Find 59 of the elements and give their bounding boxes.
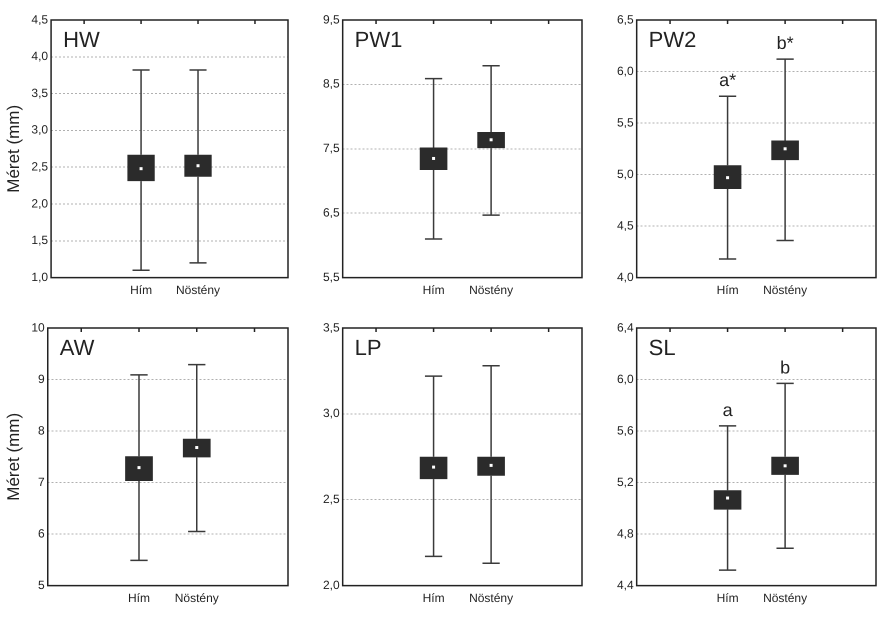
x-tick-label: Hím bbox=[716, 283, 739, 298]
y-tick-label: 4,4 bbox=[616, 578, 634, 592]
y-tick-label: 2,0 bbox=[322, 578, 340, 592]
annotation: b bbox=[780, 357, 790, 378]
y-tick-label: 5,5 bbox=[322, 270, 340, 284]
chart-title: AW bbox=[60, 335, 95, 360]
y-tick-label: 3,0 bbox=[31, 122, 48, 137]
y-tick-label: 6,0 bbox=[616, 372, 634, 386]
y-tick-label: 10 bbox=[31, 320, 46, 334]
y-tick-label: 1,5 bbox=[31, 233, 48, 248]
y-tick-label: 4,5 bbox=[31, 12, 48, 26]
x-tick-label: Hím bbox=[716, 591, 739, 606]
y-tick-label: 6,5 bbox=[616, 12, 634, 26]
y-tick-label: 4,0 bbox=[31, 49, 48, 64]
chart-title: HW bbox=[63, 27, 100, 52]
chart-title: SL bbox=[648, 335, 676, 360]
y-tick-label: 5,2 bbox=[616, 474, 634, 489]
chart-title: PW2 bbox=[648, 27, 696, 52]
y-tick-label: 4,0 bbox=[616, 270, 634, 284]
x-tick-label: Nöstény bbox=[176, 283, 220, 298]
annotation: a* bbox=[719, 70, 736, 90]
y-tick-label: 7 bbox=[38, 474, 46, 489]
y-tick-label: 8 bbox=[38, 423, 46, 438]
y-tick-label: 6,5 bbox=[322, 206, 340, 220]
x-tick-label: Hím bbox=[128, 591, 150, 606]
chart-title: LP bbox=[354, 335, 382, 360]
annotation: a bbox=[722, 400, 734, 420]
y-tick-label: 4,8 bbox=[616, 526, 634, 540]
y-tick-label: 1,0 bbox=[31, 270, 48, 284]
y-tick-label: 5,5 bbox=[616, 115, 634, 130]
x-tick-label: Nöstény bbox=[469, 283, 514, 298]
x-tick-label: Nöstény bbox=[763, 591, 808, 606]
y-tick-label: 3,0 bbox=[322, 406, 340, 420]
y-tick-label: 2,0 bbox=[31, 196, 48, 210]
y-tick-label: 8,5 bbox=[322, 76, 340, 91]
x-tick-label: Hím bbox=[130, 283, 152, 298]
y-tick-label: 9,5 bbox=[322, 12, 340, 26]
y-tick-label: 3,5 bbox=[322, 320, 340, 334]
y-axis-title: Méret (mm) bbox=[4, 104, 23, 193]
y-tick-label: 5,0 bbox=[616, 166, 634, 181]
y-tick-label: 4,5 bbox=[616, 218, 634, 232]
y-axis-title: Méret (mm) bbox=[4, 412, 23, 501]
y-tick-label: 6,4 bbox=[616, 320, 634, 334]
x-tick-label: Nöstény bbox=[174, 591, 219, 606]
y-tick-label: 6,0 bbox=[616, 64, 634, 78]
y-tick-label: 9 bbox=[38, 372, 46, 386]
y-tick-label: 5,6 bbox=[616, 423, 634, 438]
annotation: b* bbox=[776, 33, 794, 54]
y-tick-label: 7,5 bbox=[322, 141, 340, 156]
x-tick-label: Nöstény bbox=[763, 283, 808, 298]
x-tick-label: Nöstény bbox=[469, 591, 514, 606]
x-tick-label: Hím bbox=[422, 283, 445, 298]
y-tick-label: 2,5 bbox=[31, 160, 48, 174]
y-tick-label: 3,5 bbox=[31, 86, 48, 100]
y-tick-label: 6 bbox=[38, 526, 46, 540]
y-tick-label: 2,5 bbox=[322, 492, 340, 506]
chart-title: PW1 bbox=[354, 27, 402, 52]
y-tick-label: 5 bbox=[38, 578, 46, 592]
x-tick-label: Hím bbox=[422, 591, 445, 606]
